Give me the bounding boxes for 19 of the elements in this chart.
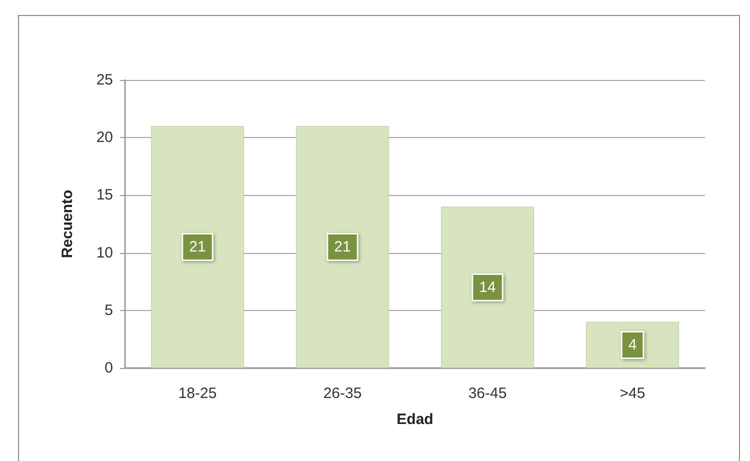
bar [441,206,534,368]
y-tick-label: 20 [96,129,113,146]
x-tick-label: 26-35 [323,385,362,402]
y-tick-label: 0 [104,360,113,376]
x-tick-label: 36-45 [468,385,507,402]
data-label: 14 [479,278,496,296]
x-tick-label: >45 [620,385,646,402]
data-label: 21 [189,238,206,256]
x-tick-label: 18-25 [178,385,217,402]
y-tick-label: 10 [96,244,113,262]
data-label: 4 [628,336,637,354]
y-tick-label: 15 [96,186,113,204]
data-label: 21 [334,238,351,256]
bar [296,126,389,368]
y-tick-label: 25 [96,72,113,88]
y-tick-label: 5 [104,302,113,319]
x-axis-title: Edad [396,411,434,428]
y-axis-title: Recuento [59,190,76,258]
bar [151,126,244,368]
